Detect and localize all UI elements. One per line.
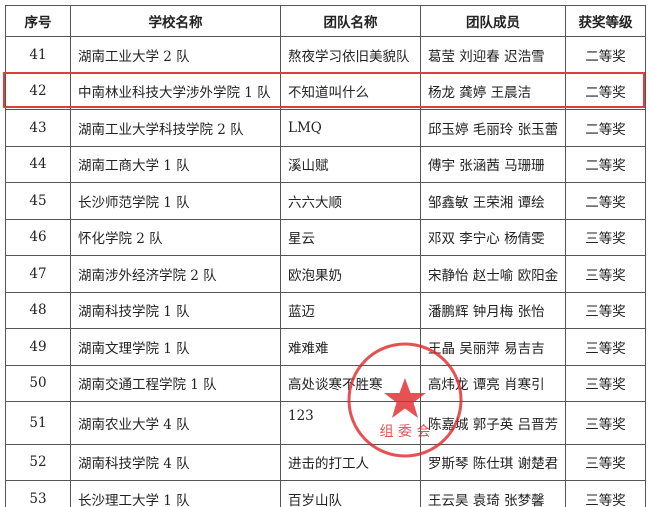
award-table: 序号 学校名称 团队名称 团队成员 获奖等级 41 湖南工业大学 2 队熬夜学习依旧美貌队… bbox=[5, 5, 646, 507]
rank-cell: 48 bbox=[5, 291, 71, 329]
header-cell: 团队名称 bbox=[280, 5, 421, 37]
school-cell: 湖南工业大学科技学院 2 队 bbox=[70, 109, 281, 147]
stamp-text: 组 委 会 bbox=[380, 424, 431, 440]
table-row: 53 长沙理工大学 1 队百岁山队 王云昊 袁琦 张梦馨 三等奖 bbox=[5, 480, 646, 507]
team-cell: 进击的打工人 bbox=[280, 443, 421, 481]
school-cell: 湖南交通工程学院 1 队 bbox=[70, 364, 281, 402]
school-cell: 湖南农业大学 4 队 bbox=[70, 401, 281, 445]
school-cell: 怀化学院 2 队 bbox=[70, 218, 281, 256]
team-cell: 123 bbox=[280, 401, 421, 445]
members-cell: 宋静怡 赵士喻 欧阳金 bbox=[420, 255, 566, 293]
rank-cell: 45 bbox=[5, 182, 71, 220]
award-cell: 三等奖 bbox=[565, 364, 646, 402]
team-cell: 百岁山队 bbox=[280, 480, 421, 507]
award-cell: 二等奖 bbox=[565, 145, 646, 183]
school-cell: 湖南涉外经济学院 2 队 bbox=[70, 255, 281, 293]
school-cell: 湖南文理学院 1 队 bbox=[70, 328, 281, 366]
rank-cell: 44 bbox=[5, 145, 71, 183]
award-cell: 二等奖 bbox=[565, 36, 646, 74]
rank-cell: 49 bbox=[5, 328, 71, 366]
header-cell: 学校名称 bbox=[70, 5, 281, 37]
stamp: 组 委 会 bbox=[347, 342, 463, 458]
table-row: 49 湖南文理学院 1 队难难难 王晶 吴丽萍 易吉吉 三等奖 bbox=[5, 328, 646, 366]
team-cell: 星云 bbox=[280, 218, 421, 256]
school-cell: 长沙师范学院 1 队 bbox=[70, 182, 281, 220]
table-row: 43 湖南工业大学科技学院 2 队 LMQ 邱玉婷 毛丽玲 张玉蕾 二等奖 bbox=[5, 109, 646, 147]
rank-cell: 50 bbox=[5, 364, 71, 402]
members-cell: 邱玉婷 毛丽玲 张玉蕾 bbox=[420, 109, 566, 147]
table-row: 44 湖南工商大学 1 队溪山赋 傅宇 张涵茜 马珊珊 二等奖 bbox=[5, 145, 646, 183]
team-cell: 难难难 bbox=[280, 328, 421, 366]
award-cell: 三等奖 bbox=[565, 291, 646, 329]
table-row: 47 湖南涉外经济学院 2 队欧泡果奶 宋静怡 赵士喻 欧阳金 三等奖 bbox=[5, 255, 646, 293]
award-cell: 三等奖 bbox=[565, 255, 646, 293]
rank-cell: 53 bbox=[5, 480, 71, 507]
members-cell: 杨龙 龚婷 王晨洁 bbox=[420, 72, 566, 110]
table-row: 41 湖南工业大学 2 队熬夜学习依旧美貌队 葛莹 刘迎春 迟浩雪 二等奖 bbox=[5, 36, 646, 74]
school-cell: 湖南工商大学 1 队 bbox=[70, 145, 281, 183]
team-cell: 溪山赋 bbox=[280, 145, 421, 183]
rank-cell: 46 bbox=[5, 218, 71, 256]
highlight-box bbox=[3, 72, 645, 108]
award-cell: 三等奖 bbox=[565, 328, 646, 366]
members-cell: 潘鹏辉 钟月梅 张怡 bbox=[420, 291, 566, 329]
members-cell: 傅宇 张涵茜 马珊珊 bbox=[420, 145, 566, 183]
table-row: 51 湖南农业大学 4 队 123 陈嘉城 郭子英 吕晋芳 三等奖 bbox=[5, 401, 646, 445]
award-cell: 三等奖 bbox=[565, 443, 646, 481]
team-cell: LMQ bbox=[280, 109, 421, 147]
rank-cell: 41 bbox=[5, 36, 71, 74]
school-cell: 湖南科技学院 4 队 bbox=[70, 443, 281, 481]
team-cell: 熬夜学习依旧美貌队 bbox=[280, 36, 421, 74]
school-cell: 长沙理工大学 1 队 bbox=[70, 480, 281, 507]
award-cell: 三等奖 bbox=[565, 218, 646, 256]
header-row: 序号 学校名称 团队名称 团队成员 获奖等级 bbox=[5, 5, 646, 37]
table-row: 46 怀化学院 2 队星云 邓双 李宁心 杨倩雯 三等奖 bbox=[5, 218, 646, 256]
team-cell: 欧泡果奶 bbox=[280, 255, 421, 293]
members-cell: 邓双 李宁心 杨倩雯 bbox=[420, 218, 566, 256]
table-row: 50 湖南交通工程学院 1 队高处谈寒不胜寒 高炜龙 谭亮 肖寒引 三等奖 bbox=[5, 364, 646, 402]
members-cell: 葛莹 刘迎春 迟浩雪 bbox=[420, 36, 566, 74]
members-cell: 王云昊 袁琦 张梦馨 bbox=[420, 480, 566, 507]
award-cell: 二等奖 bbox=[565, 182, 646, 220]
members-cell: 罗斯琴 陈仕琪 谢楚君 bbox=[420, 443, 566, 481]
rank-cell: 47 bbox=[5, 255, 71, 293]
rank-cell: 51 bbox=[5, 401, 71, 445]
header-cell: 序号 bbox=[5, 5, 71, 37]
header-cell: 团队成员 bbox=[420, 5, 566, 37]
award-cell: 二等奖 bbox=[565, 109, 646, 147]
rank-cell: 52 bbox=[5, 443, 71, 481]
team-cell: 蓝迈 bbox=[280, 291, 421, 329]
table-row: 52 湖南科技学院 4 队进击的打工人 罗斯琴 陈仕琪 谢楚君 三等奖 bbox=[5, 443, 646, 481]
table-body: 41 湖南工业大学 2 队熬夜学习依旧美貌队 葛莹 刘迎春 迟浩雪 二等奖 42 中南林业… bbox=[5, 36, 646, 507]
members-cell: 邹鑫敏 王荣湘 谭绘 bbox=[420, 182, 566, 220]
rank-cell: 43 bbox=[5, 109, 71, 147]
header-cell: 获奖等级 bbox=[565, 5, 646, 37]
school-cell: 湖南工业大学 2 队 bbox=[70, 36, 281, 74]
team-cell: 六六大顺 bbox=[280, 182, 421, 220]
award-cell: 三等奖 bbox=[565, 401, 646, 445]
table-row: 48 湖南科技学院 1 队蓝迈 潘鹏辉 钟月梅 张怡 三等奖 bbox=[5, 291, 646, 329]
table-row: 45 长沙师范学院 1 队六六大顺 邹鑫敏 王荣湘 谭绘 二等奖 bbox=[5, 182, 646, 220]
school-cell: 湖南科技学院 1 队 bbox=[70, 291, 281, 329]
award-cell: 三等奖 bbox=[565, 480, 646, 507]
school-cell: 中南林业科技大学涉外学院 1 队 bbox=[70, 72, 281, 110]
members-cell: 陈嘉城 郭子英 吕晋芳 bbox=[420, 401, 566, 445]
